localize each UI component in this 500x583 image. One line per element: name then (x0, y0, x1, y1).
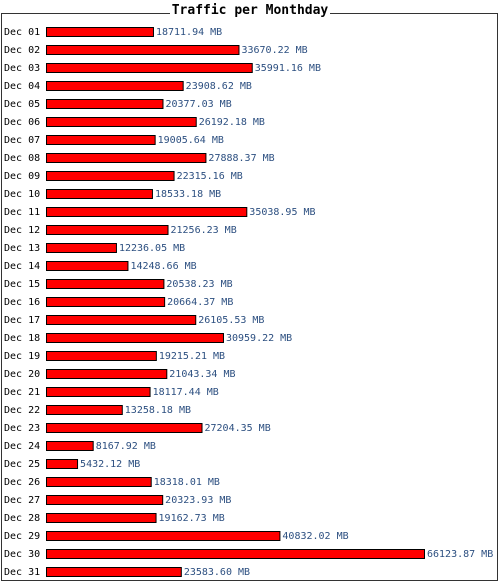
value-label: 23908.62 MB (186, 81, 252, 92)
value-label: 18318.01 MB (154, 477, 220, 488)
bar (46, 243, 117, 253)
category-label: Dec 26 (4, 477, 40, 488)
value-label: 26192.18 MB (199, 117, 265, 128)
category-label: Dec 23 (4, 423, 40, 434)
value-label: 19005.64 MB (158, 135, 224, 146)
category-label: Dec 28 (4, 513, 40, 524)
bar (46, 387, 151, 397)
category-label: Dec 25 (4, 459, 40, 470)
chart-title-text: Traffic per Monthday (169, 3, 331, 18)
category-label: Dec 20 (4, 369, 40, 380)
value-label: 30959.22 MB (226, 333, 292, 344)
bar (46, 477, 152, 487)
category-label: Dec 29 (4, 531, 40, 542)
category-label: Dec 12 (4, 225, 40, 236)
category-label: Dec 11 (4, 207, 40, 218)
value-label: 20377.03 MB (165, 99, 231, 110)
value-label: 20664.37 MB (167, 297, 233, 308)
bar (46, 135, 156, 145)
bar (46, 549, 425, 559)
value-label: 19215.21 MB (159, 351, 225, 362)
bar (46, 351, 157, 361)
value-label: 21256.23 MB (171, 225, 237, 236)
bar (46, 261, 129, 271)
category-label: Dec 30 (4, 549, 40, 560)
value-label: 27204.35 MB (205, 423, 271, 434)
value-label: 23583.60 MB (184, 567, 250, 578)
bar (46, 459, 79, 469)
bar (46, 81, 184, 91)
bar (46, 531, 281, 541)
bar (46, 117, 197, 127)
value-label: 21043.34 MB (169, 369, 235, 380)
category-label: Dec 05 (4, 99, 40, 110)
category-label: Dec 07 (4, 135, 40, 146)
bar (46, 99, 164, 109)
value-label: 66123.87 MB (427, 549, 493, 560)
category-label: Dec 27 (4, 495, 40, 506)
value-label: 27888.37 MB (208, 153, 274, 164)
category-label: Dec 10 (4, 189, 40, 200)
value-label: 35991.16 MB (255, 63, 321, 74)
value-label: 8167.92 MB (96, 441, 156, 452)
value-label: 13258.18 MB (125, 405, 191, 416)
bar (46, 279, 165, 289)
category-label: Dec 19 (4, 351, 40, 362)
bar (46, 495, 164, 505)
category-label: Dec 01 (4, 27, 40, 38)
bar (46, 297, 166, 307)
bar (46, 441, 94, 451)
bar (46, 207, 248, 217)
value-label: 22315.16 MB (177, 171, 243, 182)
bar (46, 333, 224, 343)
value-label: 19162.73 MB (159, 513, 225, 524)
category-label: Dec 03 (4, 63, 40, 74)
value-label: 18711.94 MB (156, 27, 222, 38)
value-label: 26105.53 MB (198, 315, 264, 326)
value-label: 18117.44 MB (153, 387, 219, 398)
category-label: Dec 02 (4, 45, 40, 56)
bar (46, 153, 207, 163)
value-label: 20538.23 MB (166, 279, 232, 290)
value-label: 18533.18 MB (155, 189, 221, 200)
category-label: Dec 16 (4, 297, 40, 308)
category-label: Dec 31 (4, 567, 40, 578)
bar (46, 225, 169, 235)
bar (46, 45, 240, 55)
value-label: 12236.05 MB (119, 243, 185, 254)
category-label: Dec 13 (4, 243, 40, 254)
value-label: 35038.95 MB (249, 207, 315, 218)
category-label: Dec 14 (4, 261, 40, 272)
category-label: Dec 04 (4, 81, 40, 92)
value-label: 14248.66 MB (130, 261, 196, 272)
value-label: 40832.02 MB (282, 531, 348, 542)
category-label: Dec 17 (4, 315, 40, 326)
category-label: Dec 08 (4, 153, 40, 164)
category-label: Dec 09 (4, 171, 40, 182)
bar (46, 513, 157, 523)
category-label: Dec 06 (4, 117, 40, 128)
value-label: 5432.12 MB (80, 459, 140, 470)
category-label: Dec 15 (4, 279, 40, 290)
bar (46, 423, 203, 433)
category-label: Dec 18 (4, 333, 40, 344)
value-label: 33670.22 MB (241, 45, 307, 56)
bar (46, 405, 123, 415)
bar (46, 171, 175, 181)
bar (46, 567, 182, 577)
bar (46, 369, 168, 379)
value-label: 20323.93 MB (165, 495, 231, 506)
category-label: Dec 24 (4, 441, 40, 452)
category-label: Dec 21 (4, 387, 40, 398)
chart-title: Traffic per Monthday (0, 3, 500, 19)
bar (46, 27, 154, 37)
bar (46, 315, 197, 325)
bar (46, 63, 253, 73)
category-label: Dec 22 (4, 405, 40, 416)
bar (46, 189, 153, 199)
